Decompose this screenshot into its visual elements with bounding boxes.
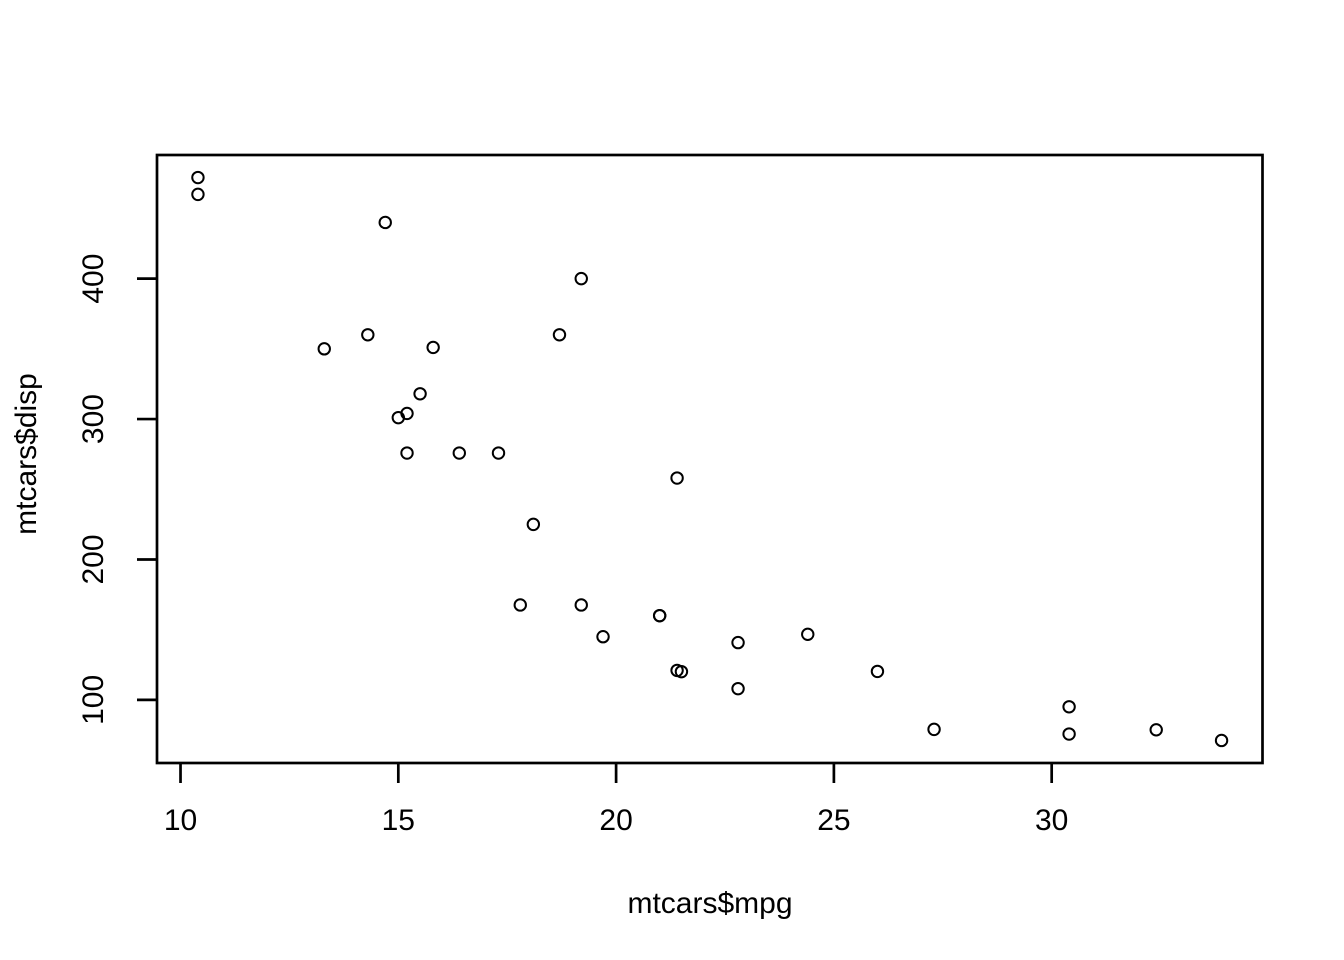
y-tick-label: 200: [77, 534, 110, 584]
data-point: [670, 663, 684, 678]
data-point: [317, 342, 331, 356]
data-point: [596, 630, 610, 644]
data-point: [491, 446, 506, 460]
y-tick-label: 400: [77, 254, 110, 304]
data-point: [378, 215, 392, 230]
data-point: [513, 598, 527, 612]
x-tick-label: 10: [164, 804, 197, 837]
plot-box: [155, 153, 1264, 765]
data-point: [426, 340, 440, 355]
data-point: [1062, 727, 1076, 741]
plot-points: [191, 170, 1229, 748]
x-tick-label: 30: [1035, 804, 1068, 837]
data-point: [526, 517, 541, 532]
data-point: [574, 598, 588, 612]
data-point: [413, 387, 427, 401]
data-point: [391, 410, 406, 425]
y-tick-label: 300: [77, 394, 110, 444]
data-point: [731, 681, 745, 696]
data-point: [400, 446, 414, 460]
data-point: [574, 271, 588, 286]
data-point: [191, 187, 205, 202]
data-point: [670, 471, 684, 485]
data-point: [870, 664, 885, 679]
data-point: [731, 635, 745, 650]
data-point: [361, 328, 375, 342]
x-tick-label: 25: [817, 804, 850, 837]
data-point: [552, 328, 567, 342]
data-point: [927, 722, 941, 737]
data-point: [1062, 700, 1076, 714]
data-point: [1149, 723, 1163, 737]
x-tick-label: 15: [382, 804, 415, 837]
x-axis-title: mtcars$mpg: [627, 887, 792, 920]
data-point: [1214, 733, 1229, 748]
data-point: [452, 446, 466, 460]
plot-frame: 10 15 20 25 30 100 200 300 400: [77, 153, 1264, 837]
x-tick-label: 20: [599, 804, 632, 837]
data-point: [191, 170, 205, 185]
y-tick-label: 100: [77, 675, 110, 725]
y-axis-title: mtcars$disp: [10, 373, 43, 535]
data-point: [801, 627, 815, 642]
data-point: [652, 608, 667, 623]
